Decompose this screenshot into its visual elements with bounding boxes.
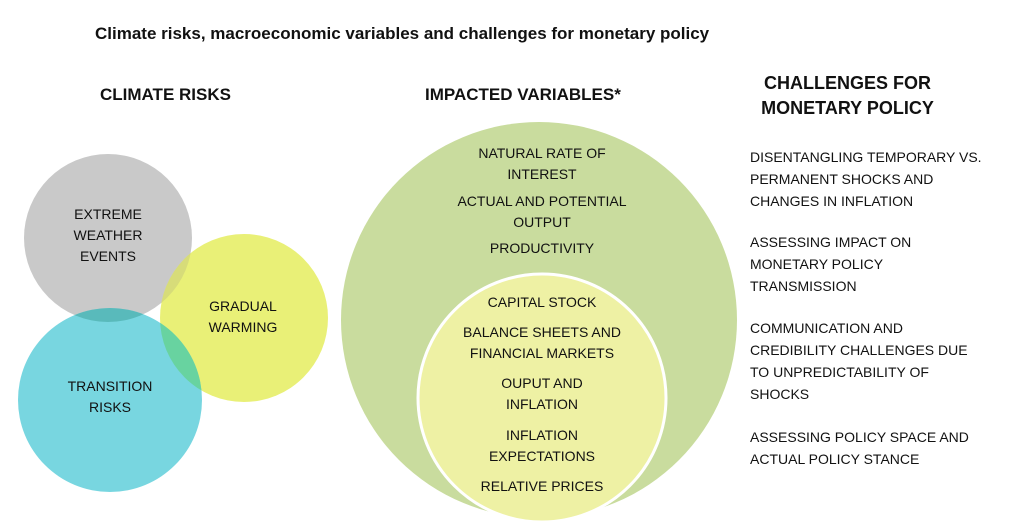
gradual-warming-label: GRADUAL WARMING: [208, 298, 278, 335]
transition-risks-label: TRANSITION RISKS: [67, 378, 153, 415]
challenges-heading: CHALLENGES FOR MONETARY POLICY: [761, 73, 934, 118]
extreme-weather-label: EXTREME WEATHER EVENTS: [73, 206, 143, 264]
page-title: Climate risks, macroeconomic variables a…: [95, 24, 710, 43]
challenge-item: ASSESSING POLICY SPACE AND ACTUAL POLICY…: [750, 429, 969, 467]
inner-variables-circle: [416, 272, 668, 524]
transition-risks-circle: [18, 308, 202, 492]
gradual-warming-circle: [160, 234, 328, 402]
challenge-item: COMMUNICATION AND CREDIBILITY CHALLENGES…: [750, 320, 968, 402]
variable-capital-stock: CAPITAL STOCK: [487, 294, 597, 310]
climate-risks-heading: CLIMATE RISKS: [100, 85, 231, 104]
variable-output-inflation: OUPUT AND INFLATION: [501, 375, 583, 412]
extreme-weather-circle: [24, 154, 192, 322]
variable-relative-prices: RELATIVE PRICES: [480, 478, 604, 494]
variable-balance-sheets: BALANCE SHEETS AND FINANCIAL MARKETS: [463, 324, 621, 361]
challenge-item: DISENTANGLING TEMPORARY VS. PERMANENT SH…: [750, 149, 982, 209]
variable-natural-rate: NATURAL RATE OF INTEREST: [478, 145, 606, 182]
impacted-variables-heading: IMPACTED VARIABLES*: [425, 85, 621, 104]
variable-inflation-expectations: INFLATION EXPECTATIONS: [488, 427, 596, 464]
variable-output: ACTUAL AND POTENTIAL OUTPUT: [457, 193, 627, 230]
challenge-item: ASSESSING IMPACT ON MONETARY POLICY TRAN…: [750, 234, 912, 294]
variable-productivity: PRODUCTIVITY: [489, 240, 595, 256]
